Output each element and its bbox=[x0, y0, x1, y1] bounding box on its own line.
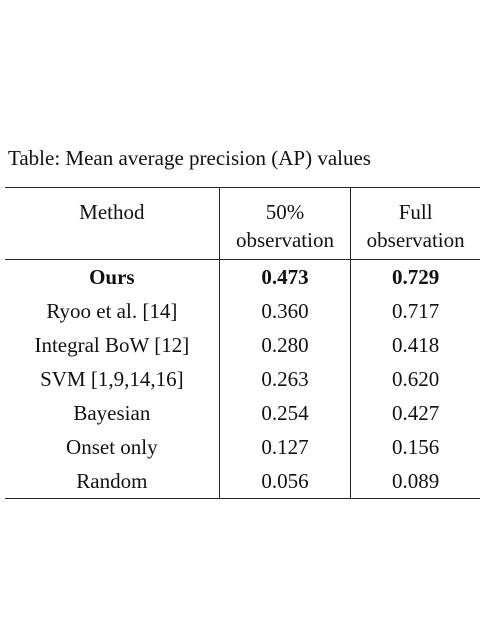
row-half-ap: 0.127 bbox=[218, 430, 351, 464]
header-full-line2: observation bbox=[366, 228, 465, 252]
table-header-row: Method 50% observation Full observation bbox=[5, 187, 480, 260]
table-row: Integral BoW [12] 0.280 0.418 bbox=[5, 328, 480, 362]
row-half-ap: 0.280 bbox=[218, 328, 351, 362]
table-row: Bayesian 0.254 0.427 bbox=[5, 396, 480, 430]
row-full-ap: 0.156 bbox=[350, 430, 480, 464]
row-half-ap: 0.056 bbox=[218, 464, 351, 499]
row-method: Random bbox=[76, 469, 148, 493]
row-method: Ryoo et al. [14] bbox=[46, 299, 178, 323]
row-full-ap: 0.620 bbox=[350, 362, 480, 396]
header-50-line2: observation bbox=[236, 228, 334, 252]
row-full-ap: 0.427 bbox=[350, 396, 480, 430]
row-full-ap: 0.729 bbox=[350, 259, 480, 294]
row-half-ap: 0.263 bbox=[218, 362, 351, 396]
row-half-ap: 0.473 bbox=[218, 259, 351, 294]
row-half-ap: 0.360 bbox=[218, 294, 351, 328]
header-full-observation: Full observation bbox=[350, 187, 480, 260]
table-caption: Table: Mean average precision (AP) value… bbox=[8, 146, 371, 170]
table-row: SVM [1,9,14,16] 0.263 0.620 bbox=[5, 362, 480, 396]
table-row: Ours 0.473 0.729 bbox=[5, 259, 480, 294]
ap-table: Method 50% observation Full observation … bbox=[5, 187, 480, 499]
row-full-ap: 0.717 bbox=[350, 294, 480, 328]
row-method: Integral BoW [12] bbox=[34, 333, 190, 357]
row-method: SVM [1,9,14,16] bbox=[40, 367, 184, 391]
table-row: Ryoo et al. [14] 0.360 0.717 bbox=[5, 294, 480, 328]
row-half-ap: 0.254 bbox=[218, 396, 351, 430]
header-method: Method bbox=[79, 200, 145, 224]
table-row: Onset only 0.127 0.156 bbox=[5, 430, 480, 464]
header-50-line1: 50% bbox=[265, 200, 305, 224]
table-row: Random 0.056 0.089 bbox=[5, 464, 480, 499]
header-full-line1: Full bbox=[398, 200, 433, 224]
header-50-observation: 50% observation bbox=[218, 187, 351, 260]
row-method: Bayesian bbox=[73, 401, 151, 425]
row-full-ap: 0.418 bbox=[350, 328, 480, 362]
row-full-ap: 0.089 bbox=[350, 464, 480, 499]
row-method: Ours bbox=[89, 265, 135, 289]
row-method: Onset only bbox=[66, 435, 158, 459]
